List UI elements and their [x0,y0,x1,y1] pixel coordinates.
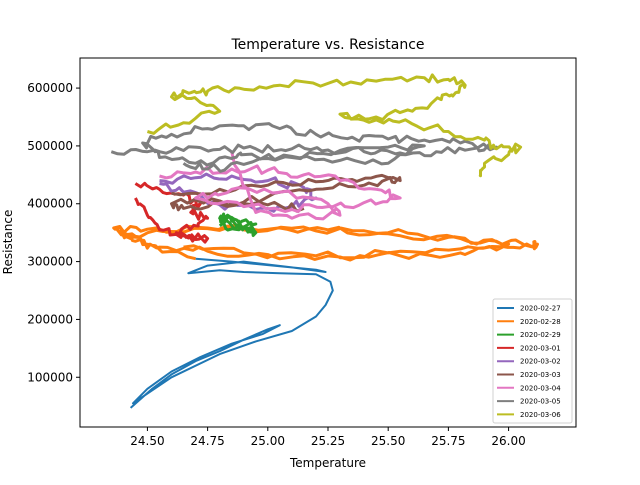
chart-title: Temperature vs. Resistance [230,37,424,53]
x-tick-label: 26.00 [491,434,525,448]
x-tick-label: 25.25 [311,434,345,448]
legend-label: 2020-03-06 [520,411,561,419]
series-line-2020-03-05 [110,122,498,173]
series-line-2020-02-28 [112,223,539,262]
y-axis-label: Resistance [1,210,15,275]
y-tick-label: 200000 [27,312,73,326]
legend-label: 2020-03-01 [520,344,561,352]
legend-box [492,298,573,424]
series-line-2020-03-03 [170,173,402,213]
y-axis-ticks: 100000 200000 300000 400000 500000 600000 [27,81,80,384]
legend-label: 2020-02-27 [520,305,561,313]
series-line-2020-03-06 [146,73,523,178]
legend: 2020-02-27 2020-02-28 2020-02-29 2020-03-01… [492,298,573,424]
x-tick-label: 25.00 [251,434,285,448]
x-axis-label: Temperature [289,456,366,470]
y-tick-label: 600000 [27,81,73,95]
series-line-2020-02-27 [129,257,334,409]
x-axis-ticks: 24.50 24.75 25.00 25.25 25.50 25.75 26.00 [130,427,526,448]
legend-label: 2020-03-02 [520,358,561,366]
x-tick-label: 25.50 [371,434,405,448]
x-tick-label: 24.50 [130,434,164,448]
x-tick-label: 25.75 [431,434,465,448]
legend-label: 2020-02-28 [520,318,561,326]
y-tick-label: 300000 [27,255,73,269]
plot-area [110,73,539,409]
y-tick-label: 400000 [27,197,73,211]
x-tick-label: 24.75 [190,434,224,448]
legend-label: 2020-03-03 [520,371,561,379]
series-line-2020-03-04 [159,151,402,221]
y-tick-label: 100000 [27,370,73,384]
y-tick-label: 500000 [27,139,73,153]
legend-label: 2020-03-05 [520,398,561,406]
legend-label: 2020-02-29 [520,331,561,339]
series-line-2020-02-29 [218,212,258,237]
legend-label: 2020-03-04 [520,384,561,392]
